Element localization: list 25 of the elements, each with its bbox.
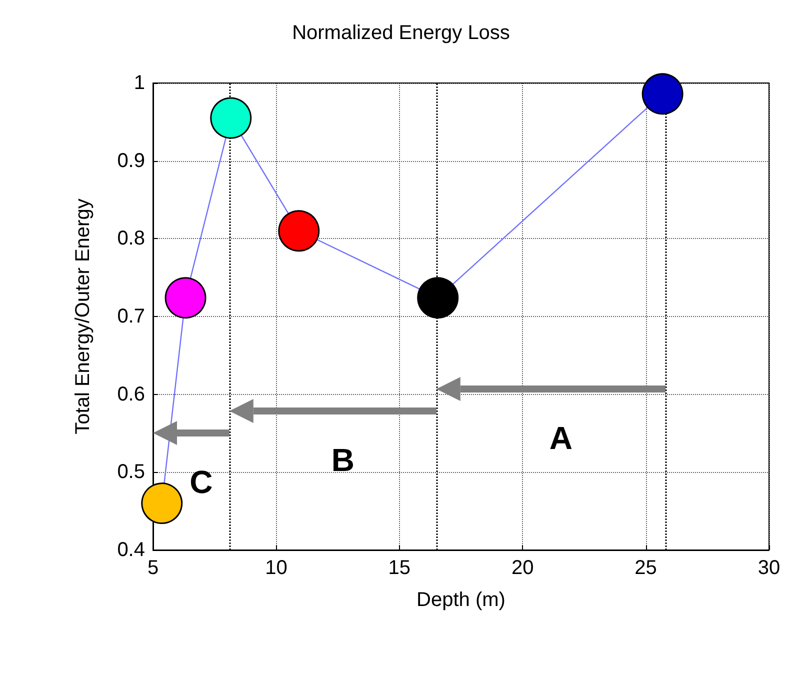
chart-title: Normalized Energy Loss: [292, 22, 510, 44]
x-tick-label: 15: [388, 557, 411, 579]
point: [417, 277, 459, 319]
annotation: A: [549, 420, 572, 456]
x-axis-title: Depth (m): [416, 589, 506, 611]
point: [642, 73, 684, 115]
point: [278, 210, 320, 252]
point: [141, 482, 183, 524]
y-tick-label: 0.6: [117, 383, 145, 406]
y-axis-title: Total Energy/Outer Energy: [72, 198, 94, 434]
y-tick-label: 0.8: [117, 228, 145, 250]
y-tick-label: 0.7: [117, 306, 145, 328]
x-tick-label: 30: [758, 557, 780, 579]
y-tick-label: 0.9: [117, 150, 145, 172]
point: [164, 277, 206, 319]
y-tick-label: 0.4: [117, 539, 145, 561]
y-tick-label: 1: [134, 72, 145, 94]
annotation: C: [190, 464, 213, 500]
x-tick-label: 10: [265, 557, 288, 579]
x-tick-label: 25: [634, 557, 657, 579]
x-tick-label: 20: [511, 557, 534, 579]
x-tick-label: 5: [147, 557, 159, 579]
point: [210, 97, 252, 139]
annotation: B: [331, 442, 354, 478]
y-tick-label: 0.5: [117, 461, 145, 484]
